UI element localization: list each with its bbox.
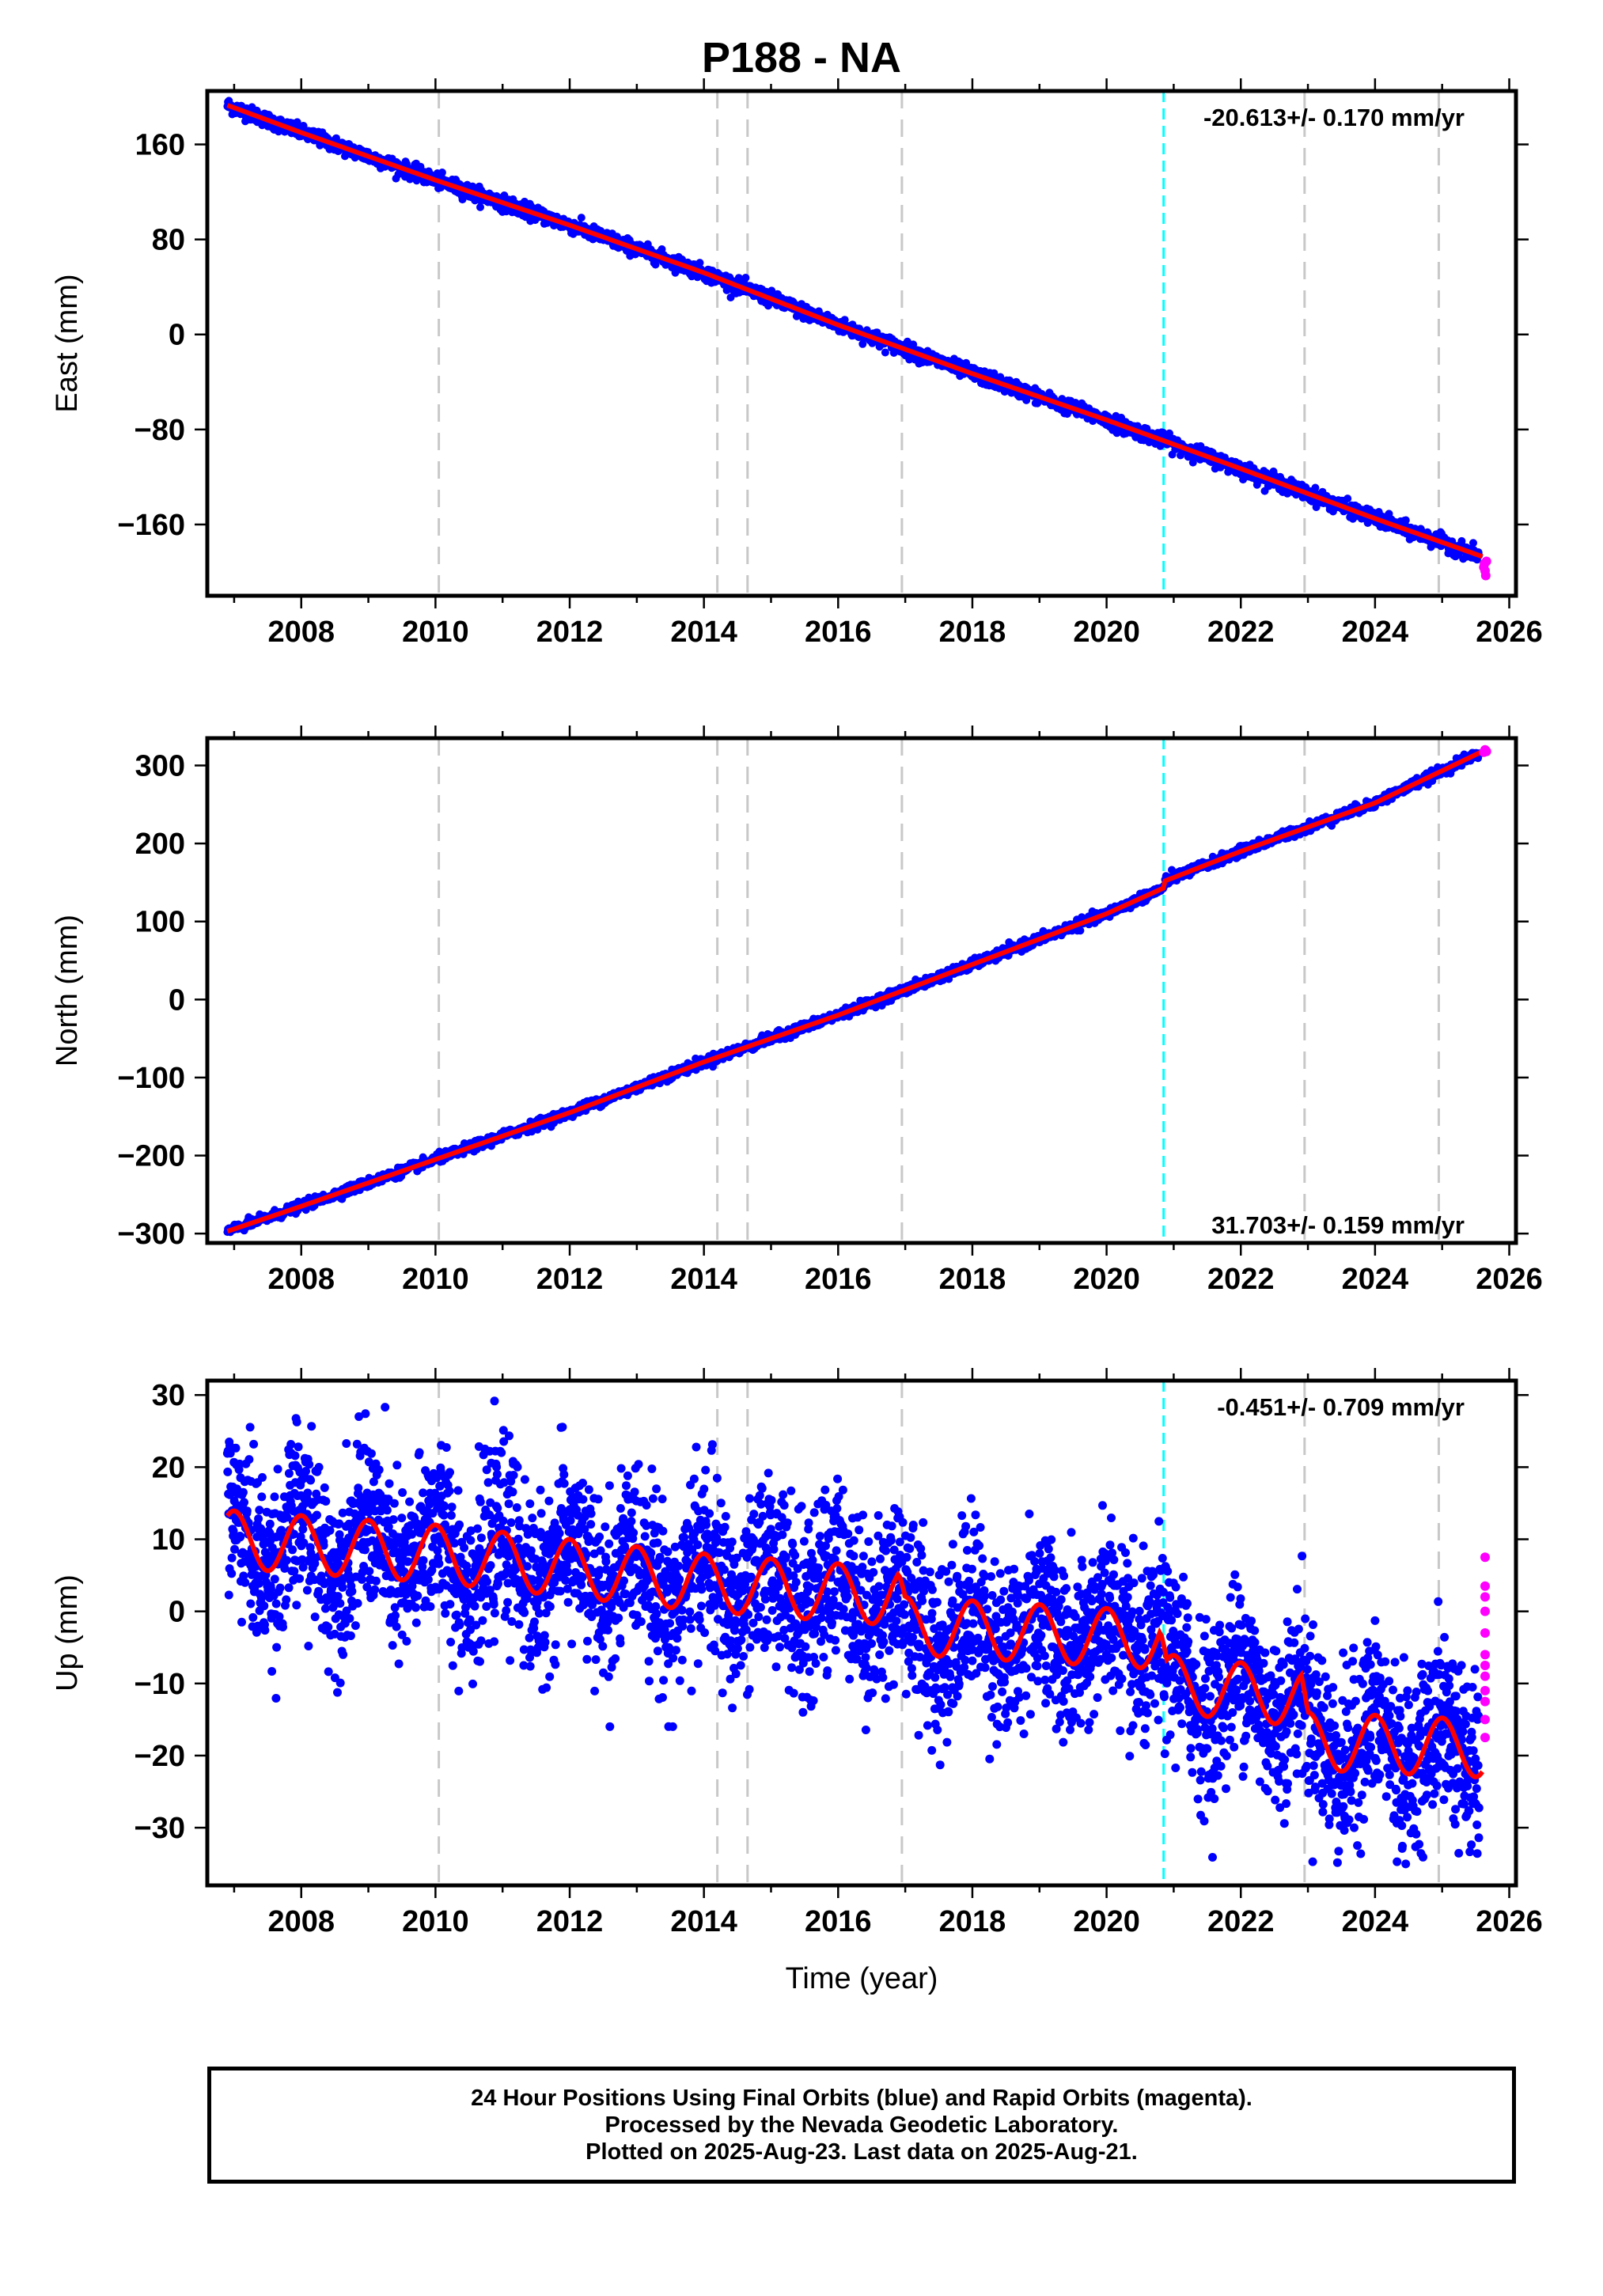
data-point	[651, 260, 660, 269]
data-point	[299, 122, 308, 130]
rapid-orbit-point	[1481, 556, 1491, 566]
data-point	[741, 274, 750, 282]
rapid-orbit-point	[1480, 570, 1491, 581]
data-point	[1469, 539, 1477, 547]
y-axis-label: East (mm)	[51, 274, 84, 412]
x-tick-label: 2008	[267, 616, 335, 649]
x-tick-label: 2026	[1476, 616, 1543, 649]
y-tick-label: 80	[152, 224, 185, 257]
figure: 2008 2010 2012 2014 2016 2018 2020 2022 2024 2026…	[51, 78, 1543, 1995]
x-tick-label: 2020	[1073, 616, 1140, 649]
x-tick-label: 2012	[536, 616, 604, 649]
data-point	[840, 316, 849, 324]
y-tick-label: 160	[135, 129, 185, 162]
y-tick-label: −160	[117, 509, 185, 542]
data-point	[438, 169, 446, 176]
data-point	[458, 195, 467, 204]
east-panel: 2008 2010 2012 2014 2016 2018 2020 2022 2024 2026…	[51, 78, 1543, 649]
x-tick-label: 2018	[939, 616, 1006, 649]
data-point	[1311, 483, 1320, 492]
x-tick-label: 2010	[402, 616, 469, 649]
north-panel: 2008 2010 2012 2014 2016 2018 2020 2022 2024 2026…	[51, 726, 1543, 1296]
rate-label: -20.613+/- 0.170 mm/yr	[1203, 104, 1465, 131]
data-point	[881, 348, 889, 357]
model-fit-line	[226, 103, 1484, 559]
x-tick-label: 2016	[805, 616, 872, 649]
x-tick-label: 2022	[1207, 616, 1275, 649]
y-tick-label: 0	[169, 319, 185, 352]
data-point	[577, 214, 585, 222]
page-title: P188 - NA	[701, 34, 902, 81]
data-point	[476, 203, 484, 211]
data-point	[695, 259, 704, 267]
data-point	[293, 118, 301, 127]
y-tick-label: −80	[135, 414, 185, 447]
plot-frame	[205, 89, 1518, 598]
data-point	[1401, 516, 1410, 525]
x-tick-label: 2024	[1342, 616, 1409, 649]
data-point	[1076, 926, 1085, 935]
x-tick-label: 2014	[670, 616, 737, 649]
data-point	[1343, 494, 1352, 503]
final-orbit-points	[223, 748, 1484, 1237]
